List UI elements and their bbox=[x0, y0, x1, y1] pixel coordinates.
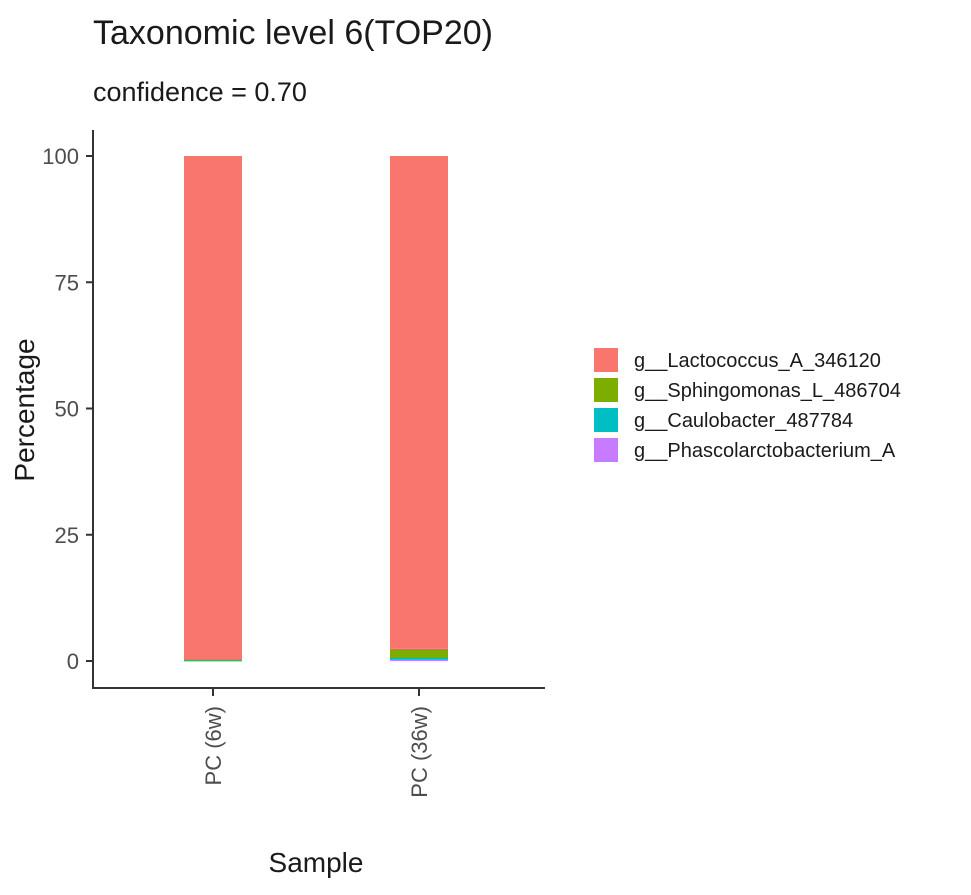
y-tick-label: 75 bbox=[55, 270, 79, 295]
legend-label: g__Phascolarctobacterium_A bbox=[634, 440, 896, 462]
x-ticks-group: PC (6w) PC (36w) bbox=[201, 688, 432, 798]
x-tick-label: PC (36w) bbox=[407, 706, 432, 798]
x-tick-label: PC (6w) bbox=[201, 706, 226, 785]
legend-swatch bbox=[594, 438, 618, 462]
y-tick-label: 100 bbox=[42, 144, 79, 169]
legend-swatch bbox=[594, 408, 618, 432]
bar-segment bbox=[184, 156, 242, 660]
y-axis-label: Percentage bbox=[9, 338, 40, 481]
y-tick-label: 50 bbox=[55, 397, 79, 422]
legend: g__Lactococcus_A_346120 g__Sphingomonas_L… bbox=[594, 348, 901, 462]
bar-segment bbox=[390, 659, 448, 661]
y-tick-label: 25 bbox=[55, 523, 79, 548]
bar-segment bbox=[184, 659, 242, 661]
bar-segment bbox=[390, 156, 448, 649]
bar-segment bbox=[390, 656, 448, 660]
y-tick-label: 0 bbox=[67, 649, 79, 674]
legend-label: g__Sphingomonas_L_486704 bbox=[634, 380, 901, 402]
chart-subtitle: confidence = 0.70 bbox=[93, 77, 307, 107]
x-axis-label: Sample bbox=[269, 847, 364, 878]
legend-swatch bbox=[594, 378, 618, 402]
bars-group bbox=[184, 156, 448, 662]
legend-label: g__Lactococcus_A_346120 bbox=[634, 350, 881, 372]
bar-segment bbox=[390, 648, 448, 657]
legend-swatch bbox=[594, 348, 618, 372]
bar-segment bbox=[184, 660, 242, 662]
y-ticks-group: 0 25 50 75 100 bbox=[42, 144, 93, 674]
chart-title: Taxonomic level 6(TOP20) bbox=[93, 14, 493, 52]
bar-segment bbox=[184, 659, 242, 661]
legend-label: g__Caulobacter_487784 bbox=[634, 410, 853, 432]
